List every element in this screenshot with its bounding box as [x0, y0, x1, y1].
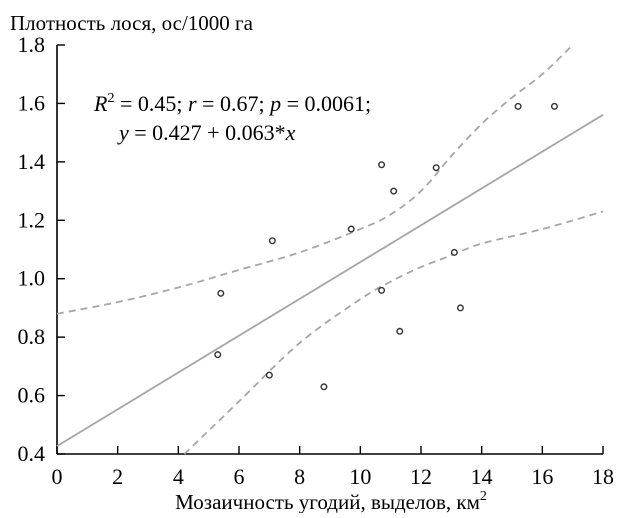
x-tick-label: 16 [531, 464, 553, 489]
axes [56, 44, 604, 455]
confidence-band-upper [56, 44, 574, 315]
x-tick-label: 12 [410, 464, 432, 489]
equation-body: = 0.427 + 0.063* [129, 120, 286, 145]
x-tick-label: 18 [592, 464, 614, 489]
r2-superscript: 2 [107, 91, 114, 106]
data-point [265, 371, 273, 379]
data-point [378, 286, 386, 294]
x-tick-label: 4 [173, 464, 184, 489]
x-tick-label: 6 [234, 464, 245, 489]
data-point [320, 383, 328, 391]
y-tick-label: 1.6 [18, 90, 46, 115]
x-tick-label: 2 [112, 464, 123, 489]
confidence-band-lower [183, 210, 604, 455]
data-point [396, 327, 404, 335]
x-tick-label: 8 [294, 464, 305, 489]
data-point [268, 237, 276, 245]
stats-annotation-line1: R2 = 0.45; r = 0.67; p = 0.0061; [93, 91, 371, 116]
x-tick-label: 10 [349, 464, 371, 489]
data-point [432, 164, 440, 172]
data-point [390, 187, 398, 195]
data-point [514, 102, 522, 110]
r2-value: = 0.45; [114, 91, 188, 116]
p-label: p [268, 91, 281, 116]
stats-annotation-line2: y = 0.427 + 0.063*x [117, 120, 296, 145]
y-tick-label: 0.8 [18, 324, 46, 349]
p-value: = 0.0061; [281, 91, 371, 116]
data-point [456, 304, 464, 312]
tick-labels: 0.4 0.6 0.8 1.0 1.2 1.4 1.6 1.8 0 2 4 6 8 10 12 14 16 18 [18, 32, 615, 489]
data-point [217, 289, 225, 297]
data-points [214, 102, 558, 391]
confidence-band [56, 44, 604, 455]
data-point [378, 161, 386, 169]
x-axis-title-text: Мозаичность угодий, выделов, км [175, 490, 480, 513]
x-axis-title-superscript: 2 [480, 489, 487, 504]
x-axis-title: Мозаичность угодий, выделов, км2 [175, 489, 487, 513]
r-label: r [188, 91, 197, 116]
data-point [214, 351, 222, 359]
regression-line-group [56, 114, 604, 447]
y-tick-label: 1.8 [18, 32, 46, 57]
x-tick-label: 14 [471, 464, 493, 489]
y-tick-label: 1.4 [18, 149, 46, 174]
data-point [450, 248, 458, 256]
data-point [550, 102, 558, 110]
x-tick-label: 0 [52, 464, 63, 489]
equation-y-label: y [117, 120, 129, 145]
regression-line [56, 114, 604, 447]
y-tick-label: 1.2 [18, 207, 46, 232]
data-point [347, 225, 355, 233]
y-tick-label: 0.6 [18, 383, 46, 408]
r2-label: R [93, 91, 108, 116]
equation-x-label: x [285, 120, 296, 145]
y-tick-label: 0.4 [18, 441, 46, 466]
r-value: = 0.67; [197, 91, 271, 116]
y-tick-label: 1.0 [18, 266, 46, 291]
y-axis-title: Плотность лося, ос/1000 га [10, 11, 254, 35]
